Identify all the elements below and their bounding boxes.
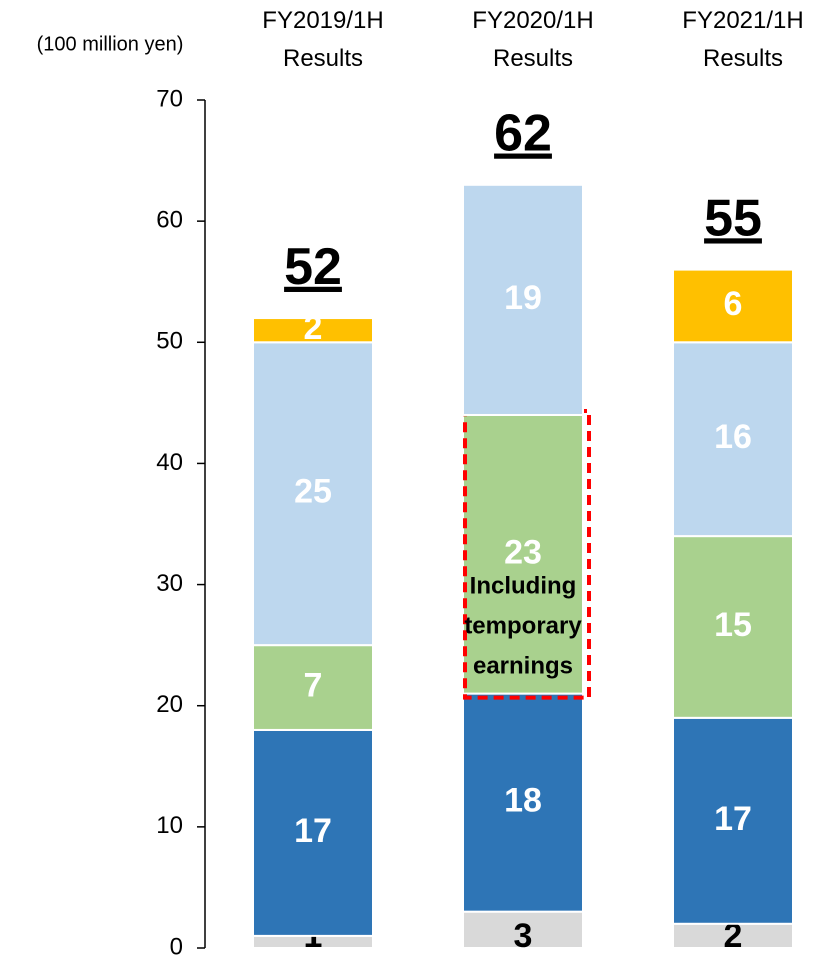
data-label: 3	[514, 917, 533, 955]
data-label: 18	[504, 782, 542, 820]
data-label: 2	[724, 917, 743, 955]
total-label: 52	[284, 238, 342, 296]
total-label: 55	[704, 189, 762, 247]
total-label: 62	[494, 105, 552, 163]
y-tick-label: 50	[156, 328, 183, 355]
bar-segment	[462, 183, 584, 416]
bar-segment	[252, 317, 374, 344]
y-tick-label: 70	[156, 85, 183, 112]
annotation: Including temporary earnings	[464, 573, 582, 680]
data-label: 15	[714, 606, 752, 644]
data-label: 17	[294, 812, 332, 850]
bar-segment	[672, 922, 794, 949]
y-tick-label: 30	[156, 570, 183, 597]
bar-segment	[672, 535, 794, 719]
bar-segment	[672, 341, 794, 538]
x-category-label: FY2020/1H Results	[472, 7, 593, 72]
data-label: 6	[724, 285, 743, 323]
data-label: 19	[504, 279, 542, 317]
y-tick-label: 40	[156, 449, 183, 476]
x-category-label: FY2019/1H Results	[262, 7, 383, 72]
x-category-label: FY2021/1H Results	[682, 7, 803, 72]
y-tick-label: 20	[156, 691, 183, 718]
annotation-box	[463, 408, 591, 700]
data-label: 2	[304, 309, 323, 347]
data-label: 16	[714, 418, 752, 456]
unit-label: (100 million yen)	[37, 33, 184, 55]
bar-segment	[462, 692, 584, 913]
y-tick-label: 0	[170, 933, 183, 960]
data-label: 25	[294, 473, 332, 511]
y-tick-label: 60	[156, 206, 183, 233]
bar-segment	[672, 268, 794, 344]
bar-segment	[672, 716, 794, 925]
data-label: 17	[714, 800, 752, 838]
y-tick-label: 10	[156, 812, 183, 839]
data-label: 7	[304, 667, 323, 705]
bar-segment	[462, 413, 584, 695]
data-label: 23	[504, 533, 542, 571]
